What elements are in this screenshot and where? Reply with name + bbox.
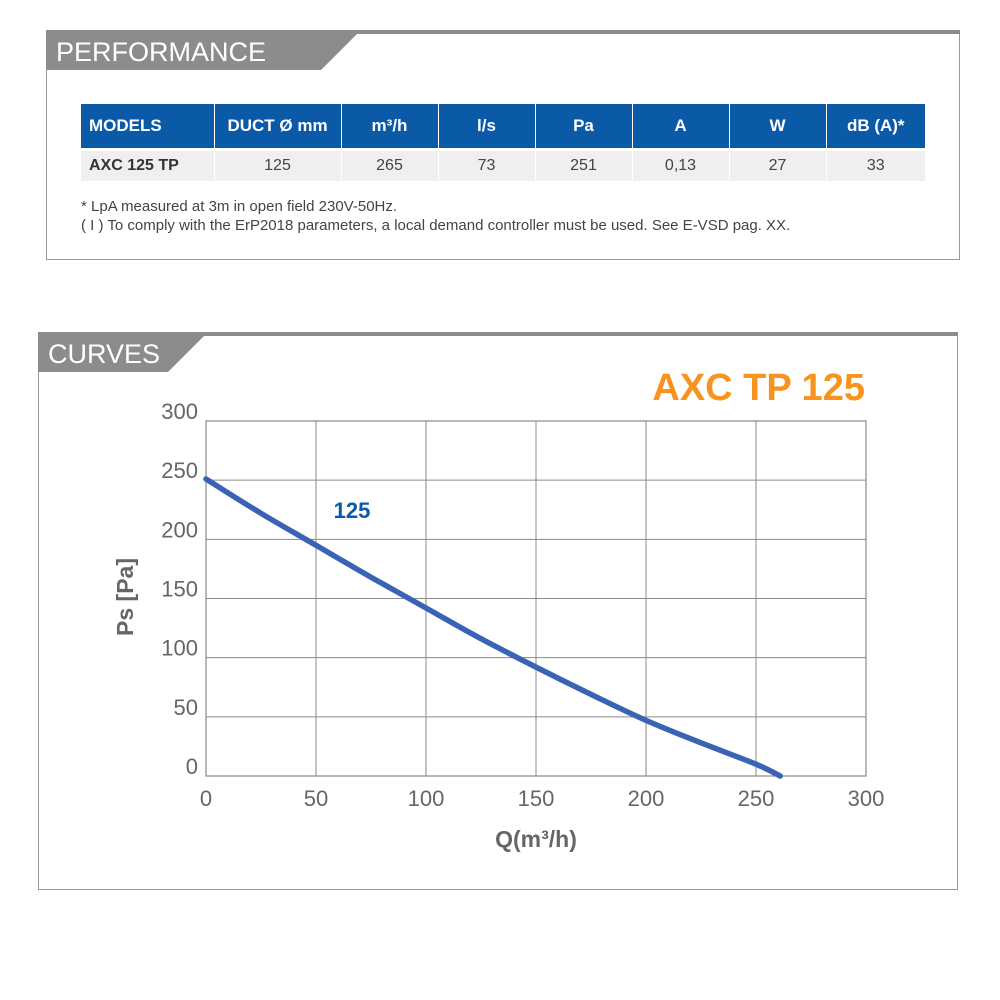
tab-notch — [321, 34, 357, 70]
series-label-125: 125 — [334, 498, 371, 523]
footnotes: * LpA measured at 3m in open field 230V-… — [81, 197, 790, 235]
performance-panel: PERFORMANCE MODELS DUCT Ø mm m³/h l/s Pa… — [46, 30, 960, 260]
header-flow-m3h: m³/h — [341, 104, 439, 150]
footnote-noise: * LpA measured at 3m in open field 230V-… — [81, 198, 398, 215]
series-line-125 — [203, 476, 783, 779]
cell-pressure: 251 — [535, 148, 633, 181]
performance-section-title: PERFORMANCE — [46, 34, 321, 70]
x-tick-label: 200 — [628, 786, 665, 811]
header-flow-ls: l/s — [438, 104, 536, 150]
table-row: AXC 125 TP 125 265 73 251 0,13 27 33 — [81, 148, 925, 181]
cell-model: AXC 125 TP — [81, 148, 215, 181]
chart-ticks: 0 50 100 150 200 250 300 0 50 100 150 200 250 300 — [161, 399, 884, 811]
tab-notch — [168, 336, 204, 372]
y-tick-label: 300 — [161, 399, 198, 424]
header-pressure: Pa — [535, 104, 633, 150]
cell-flow-ls: 73 — [438, 148, 536, 181]
panel-top-bar — [46, 30, 960, 34]
footnote-erp: ( I ) To comply with the ErP2018 paramet… — [81, 217, 791, 234]
x-tick-label: 100 — [408, 786, 445, 811]
x-tick-label: 150 — [518, 786, 555, 811]
header-noise: dB (A)* — [826, 104, 925, 150]
y-tick-label: 100 — [161, 636, 198, 661]
header-current: A — [632, 104, 730, 150]
cell-current: 0,13 — [632, 148, 730, 181]
x-tick-label: 50 — [304, 786, 328, 811]
header-power: W — [729, 104, 827, 150]
y-tick-label: 200 — [161, 517, 198, 542]
performance-curve-chart: 0 50 100 150 200 250 300 0 50 100 150 200 250 300 125… — [112, 367, 884, 852]
y-axis-title: Ps [Pa] — [112, 558, 138, 636]
cell-noise: 33 — [826, 148, 925, 181]
header-models: MODELS — [81, 104, 215, 150]
chart-grid — [205, 420, 867, 777]
panel-top-bar — [38, 332, 958, 336]
x-tick-label: 0 — [200, 786, 212, 811]
x-tick-label: 250 — [738, 786, 775, 811]
y-tick-label: 150 — [161, 577, 198, 602]
curves-panel: CURVES 0 50 100 150 200 250 300 0 50 100 150 200 250… — [38, 332, 958, 890]
x-axis-title: Q(m³/h) — [495, 826, 577, 852]
y-tick-label: 250 — [161, 458, 198, 483]
cell-power: 27 — [729, 148, 827, 181]
table-header-row: MODELS DUCT Ø mm m³/h l/s Pa A W dB (A)* — [81, 104, 925, 150]
curves-section-title: CURVES — [38, 336, 168, 372]
y-tick-label: 50 — [174, 695, 198, 720]
chart-title: AXC TP 125 — [652, 367, 865, 409]
x-tick-label: 300 — [848, 786, 885, 811]
performance-table: MODELS DUCT Ø mm m³/h l/s Pa A W dB (A)*… — [81, 104, 925, 181]
cell-duct: 125 — [214, 148, 342, 181]
header-duct: DUCT Ø mm — [214, 104, 342, 150]
cell-flow-m3h: 265 — [341, 148, 439, 181]
y-tick-label: 0 — [186, 754, 198, 779]
